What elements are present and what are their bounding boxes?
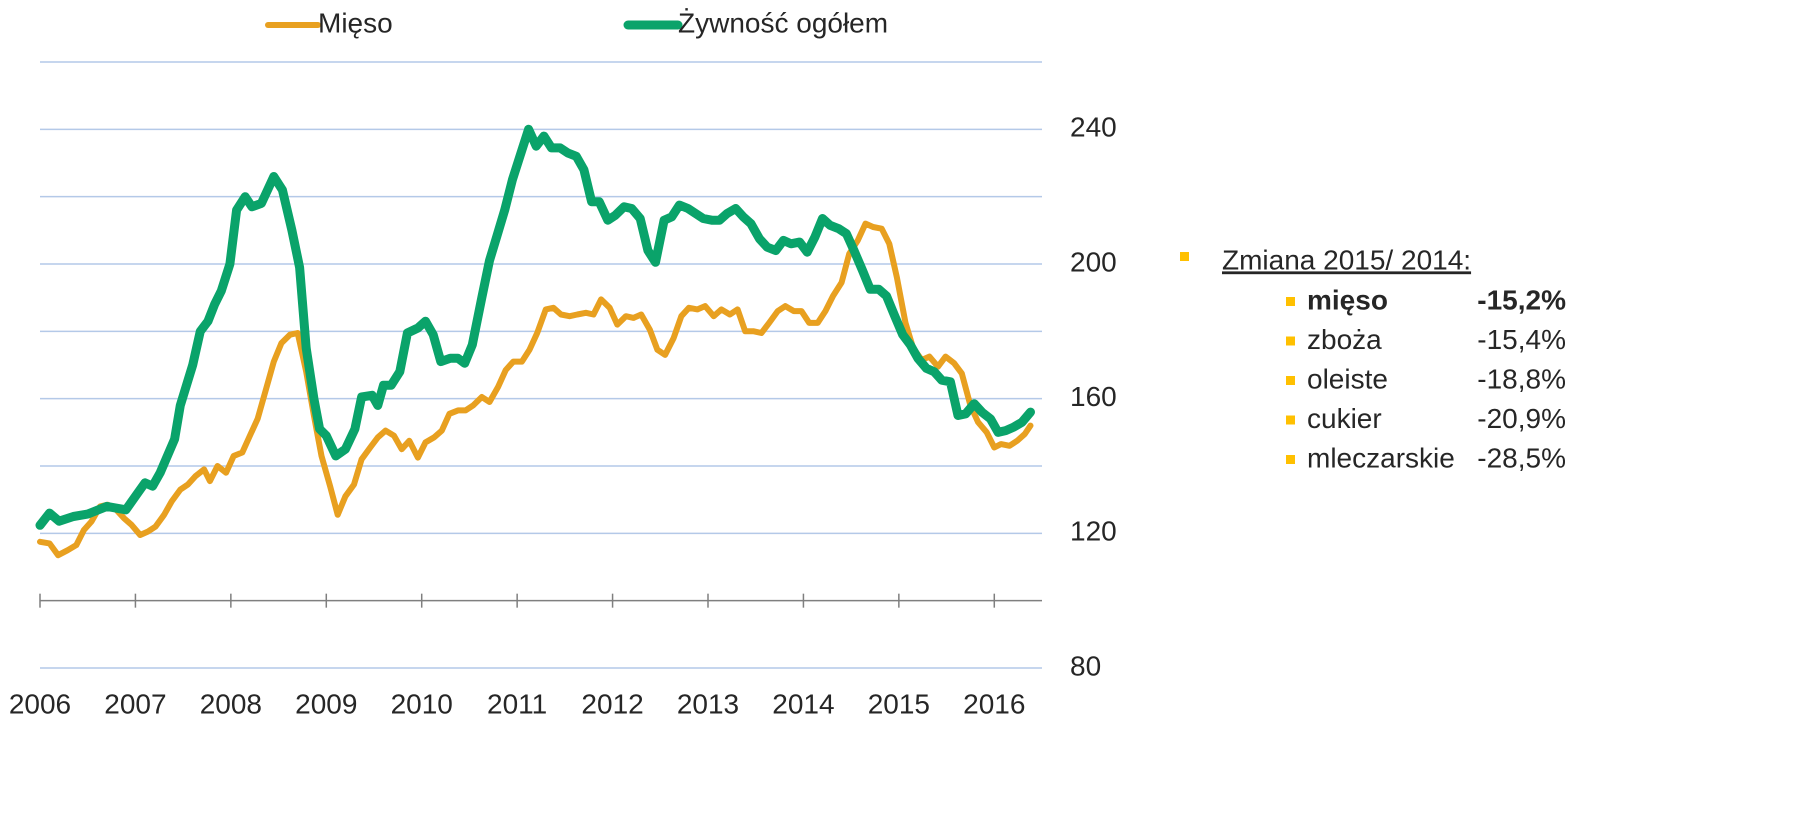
legend-label: Mięso bbox=[318, 7, 393, 38]
bullet bbox=[1286, 376, 1295, 385]
bullet bbox=[1286, 415, 1295, 425]
change-name: zboża bbox=[1307, 324, 1382, 355]
change-value: -28,5% bbox=[1477, 442, 1566, 473]
y-tick-label: 80 bbox=[1070, 650, 1101, 681]
x-tick-label: 2012 bbox=[581, 688, 643, 719]
change-name: oleiste bbox=[1307, 363, 1388, 394]
bullet bbox=[1286, 336, 1295, 346]
change-name: mięso bbox=[1307, 284, 1388, 315]
x-tick-label: 2013 bbox=[677, 688, 739, 719]
x-tick-label: 2006 bbox=[9, 688, 71, 719]
change-name: cukier bbox=[1307, 403, 1382, 434]
y-tick-label: 160 bbox=[1070, 381, 1117, 412]
bullet bbox=[1286, 297, 1295, 306]
x-tick-label: 2011 bbox=[487, 688, 547, 719]
series-line bbox=[35, 124, 1035, 530]
y-tick-label: 240 bbox=[1070, 112, 1117, 143]
legend-label: Żywność ogółem bbox=[678, 7, 888, 38]
changes-title: Zmiana 2015/ 2014: bbox=[1222, 244, 1471, 275]
series-line bbox=[37, 220, 1034, 559]
x-tick-label: 2016 bbox=[963, 688, 1025, 719]
y-tick-label: 200 bbox=[1070, 246, 1117, 277]
x-tick-label: 2008 bbox=[200, 688, 262, 719]
x-tick-label: 2010 bbox=[391, 688, 453, 719]
change-name: mleczarskie bbox=[1307, 442, 1455, 473]
change-value: -18,8% bbox=[1477, 363, 1566, 394]
y-tick-label: 120 bbox=[1070, 516, 1117, 547]
bullet bbox=[1286, 455, 1295, 464]
bullet bbox=[1180, 252, 1189, 261]
x-tick-label: 2007 bbox=[104, 688, 166, 719]
x-tick-label: 2015 bbox=[868, 688, 930, 719]
x-tick-label: 2009 bbox=[295, 688, 357, 719]
change-value: -15,2% bbox=[1477, 284, 1566, 315]
change-value: -20,9% bbox=[1477, 403, 1566, 434]
change-value: -15,4% bbox=[1477, 324, 1566, 355]
x-tick-label: 2014 bbox=[772, 688, 834, 719]
